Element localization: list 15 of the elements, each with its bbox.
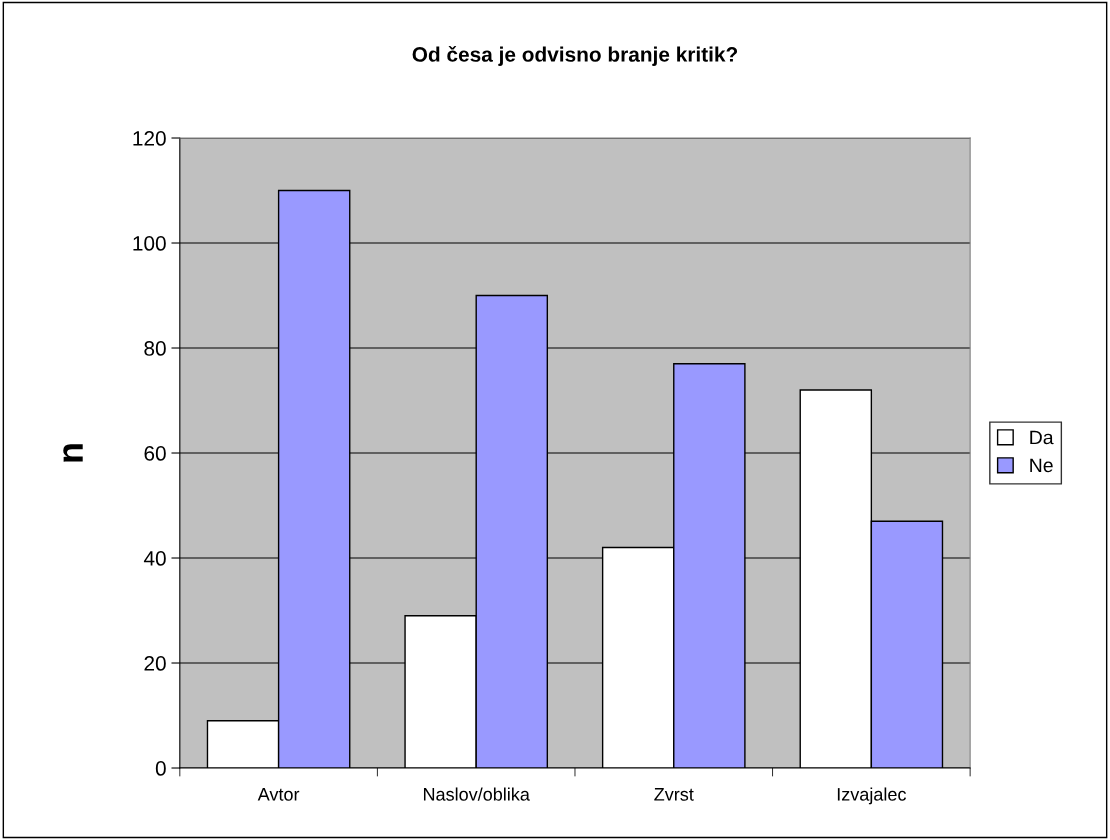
chart-title: Od česa je odvisno branje kritik? [412,46,738,66]
x-tick-label: Zvrst [654,788,694,801]
y-tick-label: 80 [144,341,166,356]
y-tick-label: 120 [133,131,166,146]
legend-label: Da [1030,430,1054,445]
y-tick-label: 40 [143,551,166,566]
legend-label: Ne [1030,458,1053,473]
y-tick-label: 20 [144,656,166,671]
y-tick-label: 60 [144,446,166,461]
y-axis-title: n [63,444,83,462]
x-tick-label: Izvajalec [837,787,906,805]
y-tick-label: 100 [133,236,166,251]
x-tick-label: Naslov/oblika [423,787,530,801]
y-tick-label: 0 [155,761,166,776]
x-tick-label: Avtor [257,788,300,801]
